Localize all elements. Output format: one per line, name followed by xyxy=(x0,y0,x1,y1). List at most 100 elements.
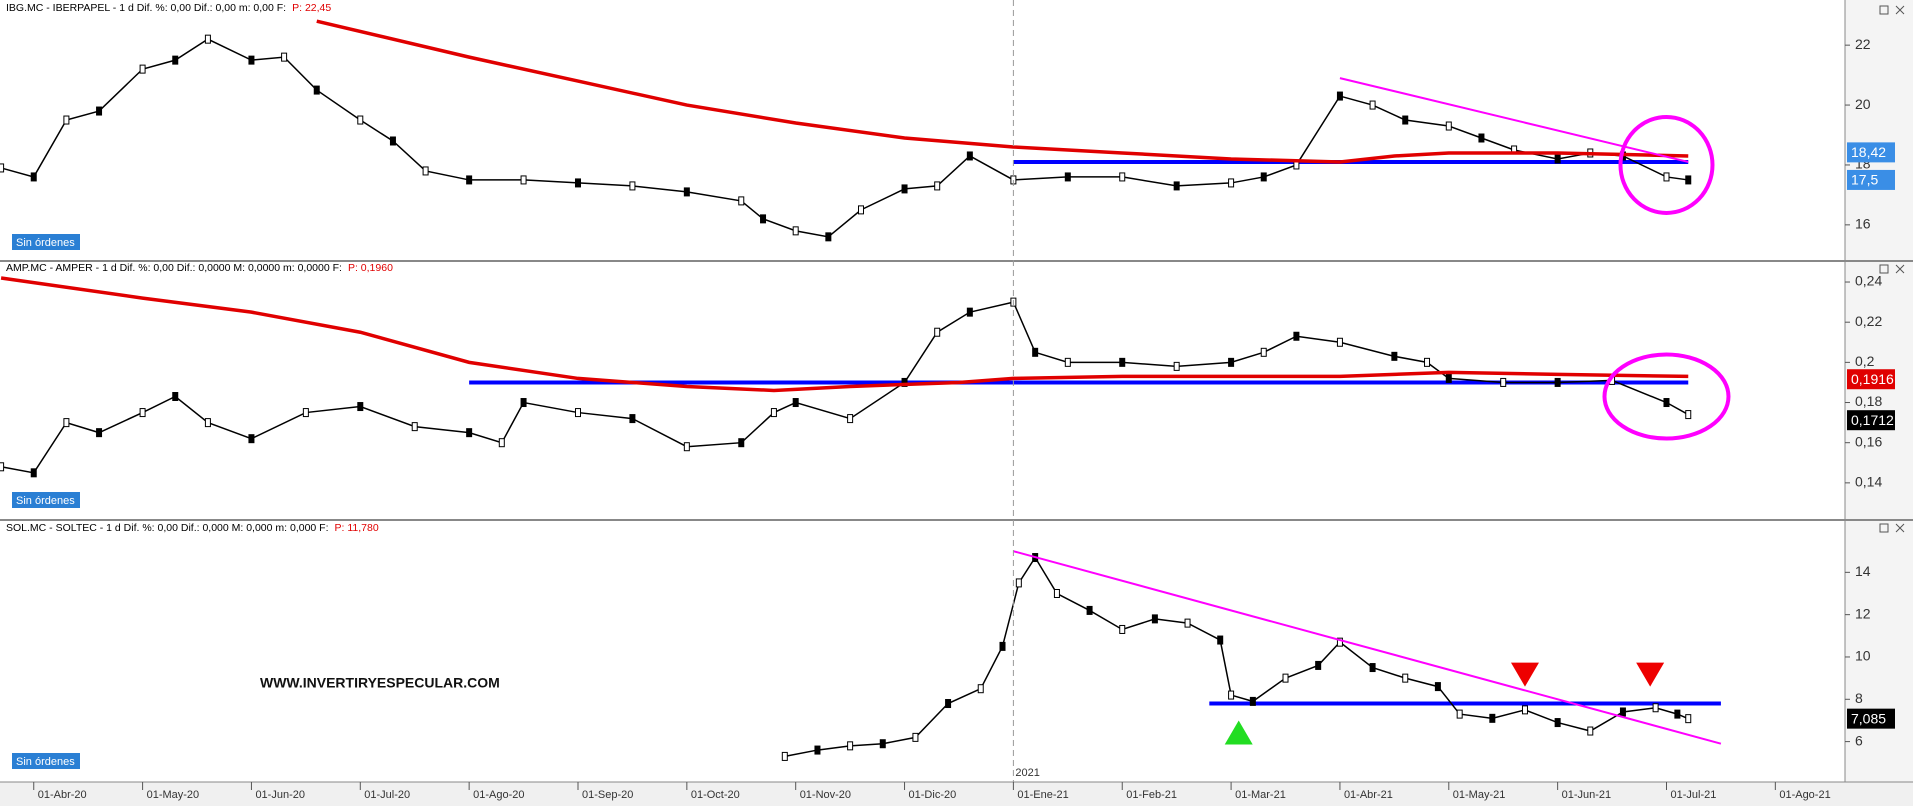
candle xyxy=(966,307,973,317)
y-tick-label: 0,22 xyxy=(1855,313,1882,329)
candle xyxy=(814,745,821,755)
candle xyxy=(945,699,952,709)
candle xyxy=(999,641,1006,651)
x-axis-strip xyxy=(0,782,1913,806)
candle xyxy=(1456,709,1463,719)
candle xyxy=(248,434,255,444)
candle xyxy=(520,175,527,185)
price-label: 17,5 xyxy=(1851,172,1878,188)
y-tick-label: 20 xyxy=(1855,96,1871,112)
candle xyxy=(847,741,854,751)
candle xyxy=(357,402,364,412)
candle xyxy=(1249,696,1256,706)
candle xyxy=(204,34,211,44)
candle xyxy=(781,751,788,761)
x-tick-label: 01-Nov-20 xyxy=(800,789,851,801)
candle xyxy=(1064,172,1071,182)
panel-header: IBG.MC - IBERPAPEL - 1 d Dif. %: 0,00 Di… xyxy=(6,2,331,14)
candle xyxy=(63,115,70,125)
moving-average xyxy=(316,19,1689,164)
y-tick-label: 22 xyxy=(1855,36,1871,52)
candle xyxy=(1315,660,1322,670)
candle xyxy=(1554,377,1561,387)
close-button[interactable] xyxy=(1895,5,1905,15)
x-tick-label: 01-Oct-20 xyxy=(691,789,740,801)
candle xyxy=(792,398,799,408)
highlight-circle xyxy=(1602,352,1731,441)
candle xyxy=(901,184,908,194)
candle xyxy=(1293,331,1300,341)
price-label: 0,1916 xyxy=(1851,371,1894,387)
candle xyxy=(1228,690,1235,700)
candle xyxy=(1015,578,1022,588)
candle xyxy=(1402,673,1409,683)
y-tick-label: 10 xyxy=(1855,648,1871,664)
highlight-circle xyxy=(1618,114,1715,215)
price-line xyxy=(0,38,1689,238)
x-tick-label: 01-May-20 xyxy=(147,789,200,801)
price-label-box xyxy=(1847,142,1895,163)
candle xyxy=(281,52,288,62)
candle xyxy=(1402,115,1409,125)
orders-label: Sin órdenes xyxy=(16,495,75,507)
y-tick-label: 0,24 xyxy=(1855,273,1882,289)
candle xyxy=(1424,357,1431,367)
price-label-box xyxy=(1847,410,1895,431)
candle xyxy=(422,166,429,176)
candle xyxy=(0,462,5,472)
y-tick-label: 0,14 xyxy=(1855,474,1882,490)
x-tick-label: 01-Dic-20 xyxy=(909,789,957,801)
candle xyxy=(977,684,984,694)
x-tick-label: 01-May-21 xyxy=(1453,789,1506,801)
y-tick-label: 8 xyxy=(1855,690,1863,706)
orders-label: Sin órdenes xyxy=(16,756,75,768)
price-label: 7,085 xyxy=(1851,710,1886,726)
candle xyxy=(1554,154,1561,164)
candle xyxy=(934,327,941,337)
candle xyxy=(1663,398,1670,408)
y-tick-label: 0,18 xyxy=(1855,393,1882,409)
candle xyxy=(96,106,103,116)
candle xyxy=(498,438,505,448)
panel: 6 8 10 12 14 7,085 SOL.MC - SOLTEC - 1 d Dif. … xyxy=(6,522,1895,769)
candle xyxy=(1228,357,1235,367)
candle xyxy=(1260,347,1267,357)
maximize-button[interactable] xyxy=(1879,5,1889,15)
candle xyxy=(901,377,908,387)
x-tick-label: 01-Ago-20 xyxy=(473,789,524,801)
candle xyxy=(139,408,146,418)
candle xyxy=(1260,172,1267,182)
candle xyxy=(1587,726,1594,736)
candle xyxy=(1119,172,1126,182)
candle xyxy=(770,408,777,418)
price-label-box xyxy=(1847,369,1895,390)
price-label-box xyxy=(1847,169,1895,190)
x-tick-label: 01-Jun-21 xyxy=(1562,789,1612,801)
candle xyxy=(966,151,973,161)
candle xyxy=(1086,605,1093,615)
candle xyxy=(760,214,767,224)
candle xyxy=(574,178,581,188)
close-button[interactable] xyxy=(1895,523,1905,533)
maximize-button[interactable] xyxy=(1879,523,1889,533)
y-tick-label: 12 xyxy=(1855,605,1871,621)
window-buttons[interactable] xyxy=(1879,5,1905,533)
x-tick-label: 01-Feb-21 xyxy=(1126,789,1177,801)
x-tick-label: 01-Ago-21 xyxy=(1779,789,1830,801)
candle xyxy=(738,196,745,206)
y-tick-label: 6 xyxy=(1855,732,1863,748)
x-tick-label: 01-Abr-21 xyxy=(1344,789,1393,801)
trend-line xyxy=(1339,77,1689,163)
candle xyxy=(63,418,70,428)
candle xyxy=(0,163,5,173)
candle xyxy=(1489,713,1496,723)
close-button[interactable] xyxy=(1895,264,1905,274)
candle xyxy=(1119,624,1126,634)
y-tick-label: 0,16 xyxy=(1855,433,1882,449)
maximize-button[interactable] xyxy=(1879,264,1889,274)
candle xyxy=(1173,361,1180,371)
candle xyxy=(934,181,941,191)
candle xyxy=(1554,718,1561,728)
price-axis-strip xyxy=(1845,0,1913,782)
